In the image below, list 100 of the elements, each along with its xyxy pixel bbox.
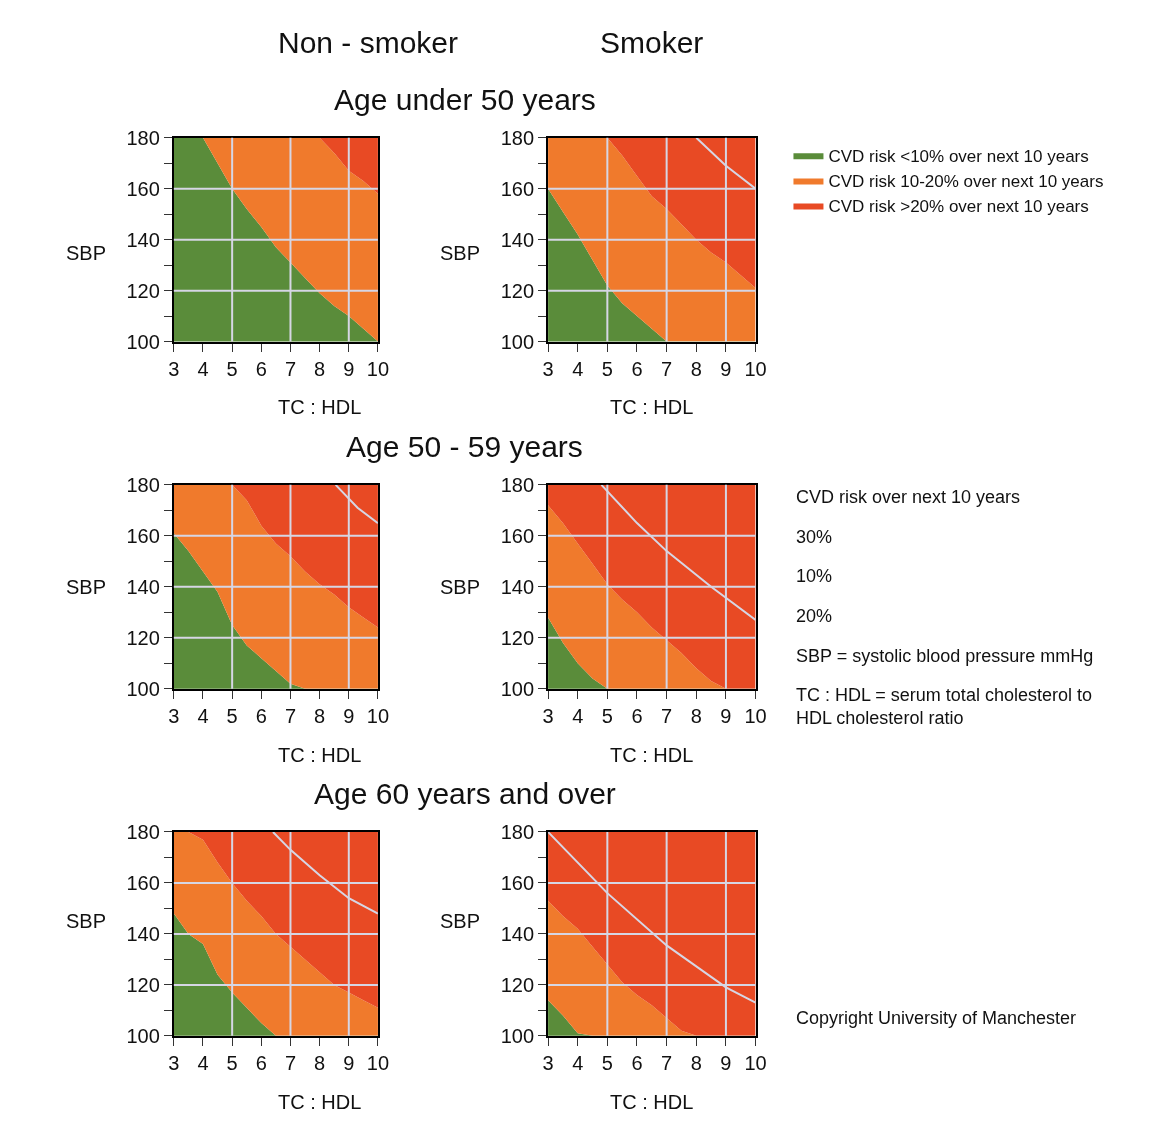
x-tick-label: 5 xyxy=(601,704,613,727)
chart-subtitle: Smoker xyxy=(600,26,704,59)
x-tick-label: 4 xyxy=(572,1051,584,1074)
y-axis-title: SBP xyxy=(66,910,107,932)
x-tick-label: 6 xyxy=(631,357,643,380)
y-tick-label: 140 xyxy=(500,228,535,251)
y-tick-label: 100 xyxy=(126,330,160,353)
x-tick-label: 4 xyxy=(197,1051,209,1074)
x-tick-label: 8 xyxy=(314,1051,326,1074)
x-tick-label: 4 xyxy=(197,704,209,727)
x-tick-label: 5 xyxy=(226,704,238,727)
y-tick-label: 120 xyxy=(500,626,535,649)
y-tick-label: 180 xyxy=(126,473,160,496)
x-tick-label: 7 xyxy=(661,1051,673,1074)
y-tick-label: 100 xyxy=(500,677,535,700)
x-tick-label: 7 xyxy=(284,357,297,380)
y-tick-label: 180 xyxy=(500,473,535,496)
text: SBP = systolic blood pressure mmHg xyxy=(796,646,1094,666)
text: 10% xyxy=(796,566,833,586)
legend-label: CVD risk <10% over next 10 years xyxy=(828,146,1089,166)
y-tick-label: 140 xyxy=(500,575,535,598)
y-tick-label: 120 xyxy=(500,279,535,302)
x-tick-label: 5 xyxy=(226,1051,238,1074)
y-tick-label: 120 xyxy=(126,626,160,649)
y-tick-label: 160 xyxy=(126,524,160,547)
x-axis-title: TC : HDL xyxy=(610,1091,694,1113)
x-tick-label: 10 xyxy=(366,357,390,380)
y-tick-label: 120 xyxy=(126,973,160,996)
y-tick-label: 140 xyxy=(126,922,160,945)
chart-subtitle: Non - smoker xyxy=(278,26,459,59)
x-tick-label: 8 xyxy=(314,704,326,727)
x-tick-label: 8 xyxy=(690,1051,702,1074)
y-axis-title: SBP xyxy=(440,576,481,598)
x-tick-label: 7 xyxy=(661,357,673,380)
x-tick-label: 4 xyxy=(197,357,209,380)
y-tick-label: 100 xyxy=(126,1024,160,1047)
x-tick-label: 3 xyxy=(542,357,554,380)
x-axis-title: TC : HDL xyxy=(278,744,362,766)
x-tick-label: 3 xyxy=(168,357,180,380)
y-tick-label: 100 xyxy=(126,677,160,700)
y-tick-label: 180 xyxy=(500,820,535,843)
x-tick-label: 3 xyxy=(168,1051,180,1074)
text: 20% xyxy=(796,606,833,626)
y-axis-title: SBP xyxy=(440,910,481,932)
text: TC : HDL = serum total cholesterol to HDL cholesterol ratio xyxy=(796,685,1092,729)
x-tick-label: 4 xyxy=(572,704,584,727)
y-tick-label: 120 xyxy=(500,973,535,996)
x-tick-label: 7 xyxy=(661,704,673,727)
x-tick-label: 5 xyxy=(601,1051,613,1074)
x-tick-label: 3 xyxy=(542,1051,554,1074)
x-axis-title: TC : HDL xyxy=(278,396,362,418)
x-tick-label: 3 xyxy=(168,704,180,727)
x-tick-label: 10 xyxy=(366,1051,390,1074)
y-tick-label: 160 xyxy=(126,177,160,200)
x-tick-label: 9 xyxy=(720,1051,732,1074)
x-tick-label: 10 xyxy=(744,704,767,727)
x-tick-label: 6 xyxy=(255,704,267,727)
x-tick-label: 6 xyxy=(255,357,267,380)
y-tick-label: 160 xyxy=(500,871,535,894)
x-tick-label: 6 xyxy=(255,1051,267,1074)
y-tick-label: 180 xyxy=(126,126,160,149)
text: Age 50 - 59 years xyxy=(346,430,583,463)
y-tick-label: 160 xyxy=(126,871,160,894)
x-tick-label: 5 xyxy=(601,357,613,380)
y-axis-title: SBP xyxy=(66,242,107,264)
x-tick-label: 10 xyxy=(366,704,390,727)
x-tick-label: 3 xyxy=(542,704,554,727)
y-tick-label: 140 xyxy=(126,575,160,598)
y-axis-title: SBP xyxy=(440,242,481,264)
text: 30% xyxy=(796,527,833,547)
y-tick-label: 120 xyxy=(126,279,160,302)
legend-label: CVD risk >20% over next 10 years xyxy=(828,197,1089,217)
x-axis-title: TC : HDL xyxy=(610,744,694,766)
x-tick-label: 4 xyxy=(572,357,584,380)
y-tick-label: 180 xyxy=(126,820,160,843)
text: Age 60 years and over xyxy=(314,777,616,810)
y-axis-title: SBP xyxy=(66,576,107,598)
y-tick-label: 100 xyxy=(500,330,535,353)
x-tick-label: 10 xyxy=(744,357,767,380)
y-tick-label: 140 xyxy=(126,228,160,251)
x-tick-label: 9 xyxy=(343,357,355,380)
x-tick-label: 9 xyxy=(343,1051,355,1074)
x-tick-label: 9 xyxy=(720,704,732,727)
x-tick-label: 6 xyxy=(631,1051,643,1074)
x-axis-title: TC : HDL xyxy=(278,1091,362,1113)
x-tick-label: 9 xyxy=(720,357,732,380)
y-tick-label: 100 xyxy=(500,1024,535,1047)
y-tick-label: 180 xyxy=(500,126,535,149)
text: CVD risk over next 10 years xyxy=(796,487,1021,507)
legend-label: CVD risk 10-20% over next 10 years xyxy=(828,172,1104,192)
x-tick-label: 6 xyxy=(631,704,643,727)
x-tick-label: 10 xyxy=(744,1051,767,1074)
y-tick-label: 160 xyxy=(500,177,535,200)
text: Age under 50 years xyxy=(334,83,596,116)
x-tick-label: 9 xyxy=(343,704,355,727)
x-tick-label: 7 xyxy=(284,1051,297,1074)
x-tick-label: 8 xyxy=(690,357,702,380)
x-tick-label: 8 xyxy=(690,704,702,727)
y-tick-label: 140 xyxy=(500,922,535,945)
x-axis-title: TC : HDL xyxy=(610,396,694,418)
